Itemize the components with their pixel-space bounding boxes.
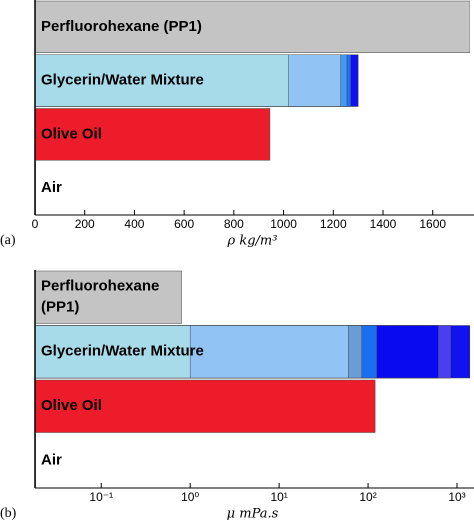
x-axis-label: ρ kg/m³ [227,234,278,249]
panel-label: (b) [0,506,17,521]
category-label: Perfluorohexane [41,278,159,295]
x-tick-label: 800 [224,217,244,231]
category-label: Glycerin/Water Mixture [41,72,204,89]
bar [35,379,376,433]
category-label: Air [41,179,62,196]
x-tick-label: 1000 [270,217,297,231]
x-tick-label: 10³ [448,490,465,504]
x-tick-label: 10¹ [270,490,287,504]
bar [35,54,289,107]
x-tick-label: 1400 [370,217,397,231]
panel-label: (a) [0,233,16,248]
bar [35,325,191,379]
x-tick-label: 1600 [419,217,446,231]
plot [35,270,470,488]
category-label: Air [41,452,62,469]
plot [35,0,470,215]
x-tick-label: 600 [174,217,194,231]
category-label: Olive Oil [41,125,102,142]
category-label: Olive Oil [41,397,102,414]
x-axis-label: μ mPa.s [227,507,279,522]
x-tick-label: 1200 [320,217,347,231]
x-tick-label: 200 [75,217,95,231]
category-label: (PP1) [41,299,79,316]
x-tick-label: 10⁰ [181,490,199,504]
x-tick-label: 10² [359,490,376,504]
bar [35,270,182,324]
x-tick-label: 10⁻¹ [89,490,113,504]
category-label: Glycerin/Water Mixture [41,343,204,360]
category-label: Perfluorohexane (PP1) [41,18,202,35]
x-tick-label: 0 [32,217,39,231]
x-tick-label: 400 [124,217,144,231]
bar [35,0,470,53]
bar [35,108,271,161]
